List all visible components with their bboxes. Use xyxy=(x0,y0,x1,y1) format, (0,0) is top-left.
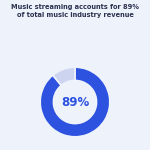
Text: 89%: 89% xyxy=(61,96,89,108)
Text: Music streaming accounts for 89%
of total music industry revenue: Music streaming accounts for 89% of tota… xyxy=(11,4,139,18)
Wedge shape xyxy=(40,67,110,137)
Wedge shape xyxy=(53,67,75,85)
